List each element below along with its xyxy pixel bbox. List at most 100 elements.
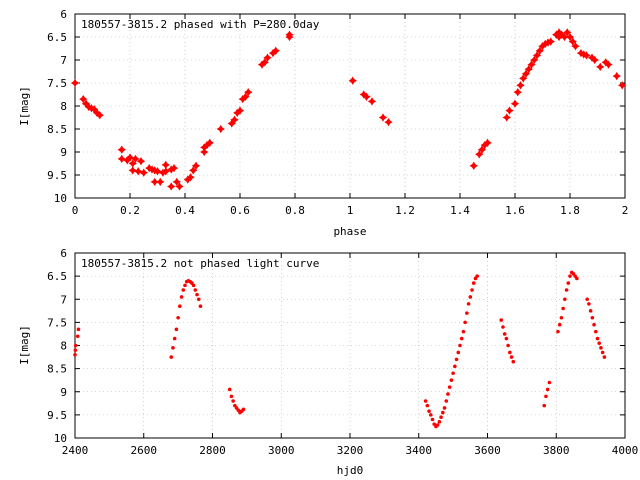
x-tick-label: 1.6 (505, 204, 525, 217)
data-point (175, 182, 184, 191)
data-point (612, 71, 621, 81)
x-tick-label: 3000 (268, 444, 295, 457)
data-point (592, 322, 596, 327)
data-point (156, 177, 165, 187)
data-point (557, 322, 562, 327)
data-point (560, 32, 569, 42)
x-tick-label: 0.8 (285, 204, 305, 217)
data-point (428, 413, 433, 417)
data-point (435, 423, 440, 427)
x-tick-label: 0.2 (120, 204, 140, 217)
data-point (131, 154, 140, 164)
data-point (153, 167, 162, 176)
data-point (430, 417, 435, 422)
data-point (463, 320, 467, 325)
data-point (263, 53, 272, 62)
data-point (585, 297, 589, 302)
data-point (195, 292, 199, 297)
data-point (178, 304, 182, 308)
x-tick-label: 2400 (62, 444, 89, 457)
data-point (509, 355, 514, 359)
data-point (502, 332, 507, 336)
data-point (260, 58, 269, 67)
data-point (508, 350, 512, 355)
data-point (477, 145, 487, 154)
data-point (535, 46, 544, 55)
data-point (557, 30, 566, 39)
data-point (150, 177, 159, 187)
data-point (456, 350, 461, 355)
data-point (125, 153, 135, 162)
data-point (470, 288, 474, 292)
data-point (444, 399, 449, 403)
y-tick-label: 8.5 (47, 363, 67, 376)
y-tick-label: 10 (54, 432, 67, 445)
data-point (475, 274, 479, 278)
y-axis-title: I[mag] (18, 86, 31, 126)
data-point (230, 115, 239, 124)
data-point (571, 42, 580, 51)
data-point (191, 161, 201, 170)
data-point (285, 30, 294, 39)
data-point (423, 399, 428, 403)
data-point (446, 392, 450, 396)
data-point (597, 341, 602, 345)
x-tick-label: 3800 (543, 444, 570, 457)
data-point (563, 297, 567, 302)
data-point (425, 403, 430, 408)
y-tick-label: 10 (54, 192, 67, 205)
data-point (588, 309, 593, 313)
data-point (618, 81, 627, 90)
data-point (73, 343, 78, 348)
x-tick-label: 4000 (612, 444, 639, 457)
data-point (505, 106, 514, 115)
data-point (216, 124, 225, 134)
data-point (556, 329, 560, 334)
chart-title: 180557-3815.2 phased with P=280.0day (81, 18, 320, 31)
data-point (442, 406, 447, 410)
data-point (378, 113, 388, 122)
data-point (459, 336, 464, 341)
data-point (596, 62, 605, 72)
data-point (172, 336, 177, 341)
data-point (359, 90, 368, 99)
data-point (362, 92, 371, 101)
data-point (205, 138, 214, 147)
data-point (510, 99, 520, 108)
data-point (575, 276, 579, 281)
unphased-light-curve-panel: 2400 2600 2800 3000 3200 3400 3600 3800 4000 6 6.5… (18, 247, 638, 477)
y-tick-label: 9.5 (47, 409, 67, 422)
phased-light-curve-panel: 0 0.2 0.4 0.6 0.8 1 1.2 1.4 1.6 1.8 2 6 6.5 7 7.5 8 8.5 9… (18, 8, 628, 238)
y-tick-label: 6 (60, 8, 67, 21)
y-tick-label: 9 (60, 386, 67, 399)
data-point (449, 378, 454, 382)
x-tick-label: 3200 (337, 444, 364, 457)
data-point (193, 288, 198, 292)
data-point (458, 343, 462, 348)
data-point (521, 69, 531, 78)
data-point (595, 336, 600, 341)
data-point (128, 166, 137, 175)
data-point (593, 329, 598, 334)
data-point (600, 350, 605, 355)
data-point (439, 415, 443, 419)
data-point (601, 58, 610, 67)
x-tick-label: 1.4 (450, 204, 470, 217)
data-point (196, 297, 201, 302)
data-point (167, 182, 176, 191)
data-point (564, 288, 569, 292)
y-tick-label: 6 (60, 247, 67, 260)
y-tick-label: 6.5 (47, 31, 67, 44)
data-point (466, 302, 471, 306)
y-tick-label: 9 (60, 146, 67, 159)
data-point (189, 166, 198, 175)
data-point (176, 315, 180, 320)
x-tick-label: 1 (347, 204, 354, 217)
data-point (244, 88, 253, 97)
data-point (241, 407, 246, 412)
y-tick-label: 8.5 (47, 123, 67, 136)
data-point (181, 288, 186, 292)
chart-title: 180557-3815.2 not phased light curve (81, 257, 319, 270)
data-point (532, 51, 542, 60)
y-tick-label: 7 (60, 54, 67, 67)
